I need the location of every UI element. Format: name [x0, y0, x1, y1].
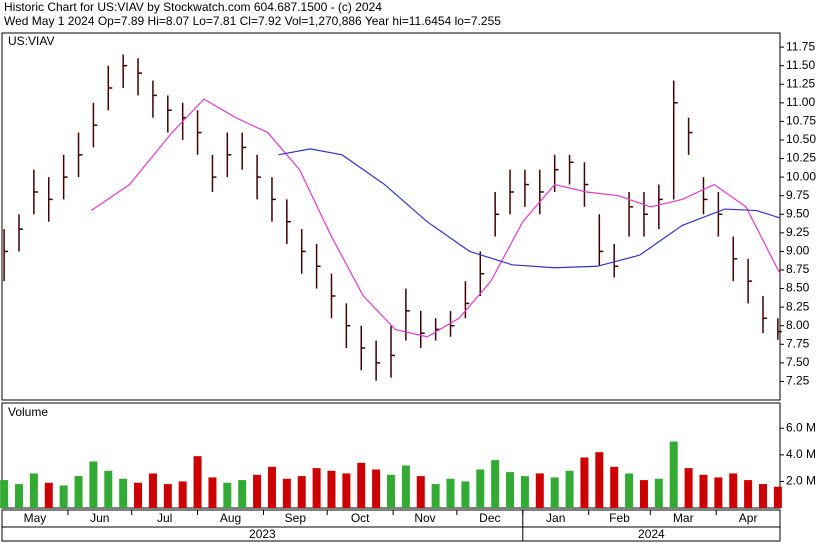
price-panel — [1, 32, 781, 401]
volume-bar — [297, 476, 306, 508]
x-tick-label: Aug — [220, 511, 241, 525]
x-tick-label: Feb — [609, 511, 630, 525]
y-tick-label: 10.25 — [786, 151, 816, 165]
volume-bar — [357, 462, 366, 508]
volume-bar — [520, 476, 529, 508]
x-tick-label: Oct — [351, 511, 370, 525]
y-tick-label: 8.50 — [786, 281, 810, 295]
volume-bar — [59, 485, 68, 508]
volume-bar — [267, 466, 276, 508]
symbol-label: US:VIAV — [8, 34, 54, 48]
volume-bar — [74, 476, 83, 508]
volume-bar — [134, 482, 143, 508]
volume-bar — [89, 461, 98, 508]
volume-bar — [208, 477, 217, 508]
y-tick-label: 8.25 — [786, 299, 810, 313]
volume-bar — [372, 469, 381, 508]
x-tick-label: Mar — [673, 511, 694, 525]
x-tick-label: Apr — [739, 511, 758, 525]
volume-bar — [178, 481, 187, 508]
x-tick-label: Jul — [157, 511, 172, 525]
volume-bar — [669, 441, 678, 508]
volume-bar — [148, 473, 157, 508]
volume-bar — [253, 474, 262, 508]
y-tick-label: 4.0 M — [786, 447, 816, 461]
volume-bar — [580, 457, 589, 508]
volume-bar — [550, 477, 559, 508]
x-tick-label: Dec — [479, 511, 500, 525]
moving-average — [90, 98, 781, 338]
volume-bar — [714, 477, 723, 508]
x-tick-label: May — [24, 511, 47, 525]
volume-bar — [312, 468, 321, 508]
volume-bar — [535, 473, 544, 508]
volume-bar — [29, 473, 38, 508]
volume-bar — [163, 484, 172, 508]
volume-bar — [342, 473, 351, 508]
moving-average — [278, 148, 781, 269]
y-tick-label: 11.00 — [786, 95, 815, 109]
volume-bar — [461, 481, 470, 508]
y-tick-label: 8.75 — [786, 262, 810, 276]
volume-bar — [565, 470, 574, 508]
volume-bar — [446, 478, 455, 508]
volume-bar — [639, 480, 648, 508]
volume-label: Volume — [8, 405, 48, 419]
volume-bar — [699, 474, 708, 508]
x-tick-label: Nov — [414, 511, 435, 525]
volume-bar — [327, 470, 336, 508]
chart-title: Historic Chart for US:VIAV by Stockwatch… — [4, 0, 382, 14]
volume-bar — [729, 473, 738, 508]
volume-bar — [595, 452, 604, 508]
y-tick-label: 8.00 — [786, 318, 810, 332]
x-axis-panel — [1, 509, 781, 542]
x-tick-label: Sep — [285, 511, 307, 525]
year-label: 2023 — [249, 527, 276, 541]
y-tick-label: 11.25 — [786, 76, 815, 90]
volume-bar — [476, 469, 485, 508]
y-tick-label: 11.50 — [786, 58, 815, 72]
volume-bar — [744, 480, 753, 508]
volume-bar — [44, 482, 53, 508]
x-tick-label: Jun — [90, 511, 109, 525]
y-tick-label: 9.50 — [786, 206, 810, 220]
volume-bar — [238, 480, 247, 508]
volume-bar — [223, 482, 232, 508]
volume-bar — [387, 474, 395, 508]
volume-bar — [625, 473, 634, 508]
volume-bar — [506, 472, 515, 508]
volume-bar — [15, 484, 24, 508]
volume-bar — [773, 486, 782, 508]
y-tick-label: 6.0 M — [786, 420, 816, 434]
volume-bar — [104, 470, 113, 508]
volume-bar — [119, 478, 128, 508]
volume-bar — [431, 484, 440, 508]
volume-bar — [758, 484, 767, 508]
y-tick-label: 7.75 — [786, 336, 810, 350]
volume-bar — [654, 478, 663, 508]
volume-bar — [416, 476, 425, 508]
volume-bar — [684, 468, 693, 508]
y-tick-label: 10.75 — [786, 114, 816, 128]
volume-bar — [0, 480, 9, 508]
y-tick-label: 9.25 — [786, 225, 810, 239]
volume-bar — [401, 465, 410, 508]
volume-bar — [610, 466, 619, 508]
volume-bar — [193, 456, 202, 508]
volume-bar — [282, 478, 291, 508]
y-tick-label: 9.75 — [786, 188, 810, 202]
y-tick-label: 2.0 M — [786, 474, 816, 488]
y-tick-label: 7.25 — [786, 374, 810, 388]
year-label: 2024 — [638, 527, 665, 541]
chart-subtitle: Wed May 1 2024 Op=7.89 Hi=8.07 Lo=7.81 C… — [4, 14, 501, 28]
y-tick-label: 7.50 — [786, 355, 810, 369]
y-tick-label: 11.75 — [786, 39, 815, 53]
x-tick-label: Jan — [546, 511, 565, 525]
y-tick-label: 9.00 — [786, 244, 810, 258]
y-tick-label: 10.00 — [786, 169, 816, 183]
volume-bar — [491, 460, 500, 508]
y-tick-label: 10.50 — [786, 132, 816, 146]
